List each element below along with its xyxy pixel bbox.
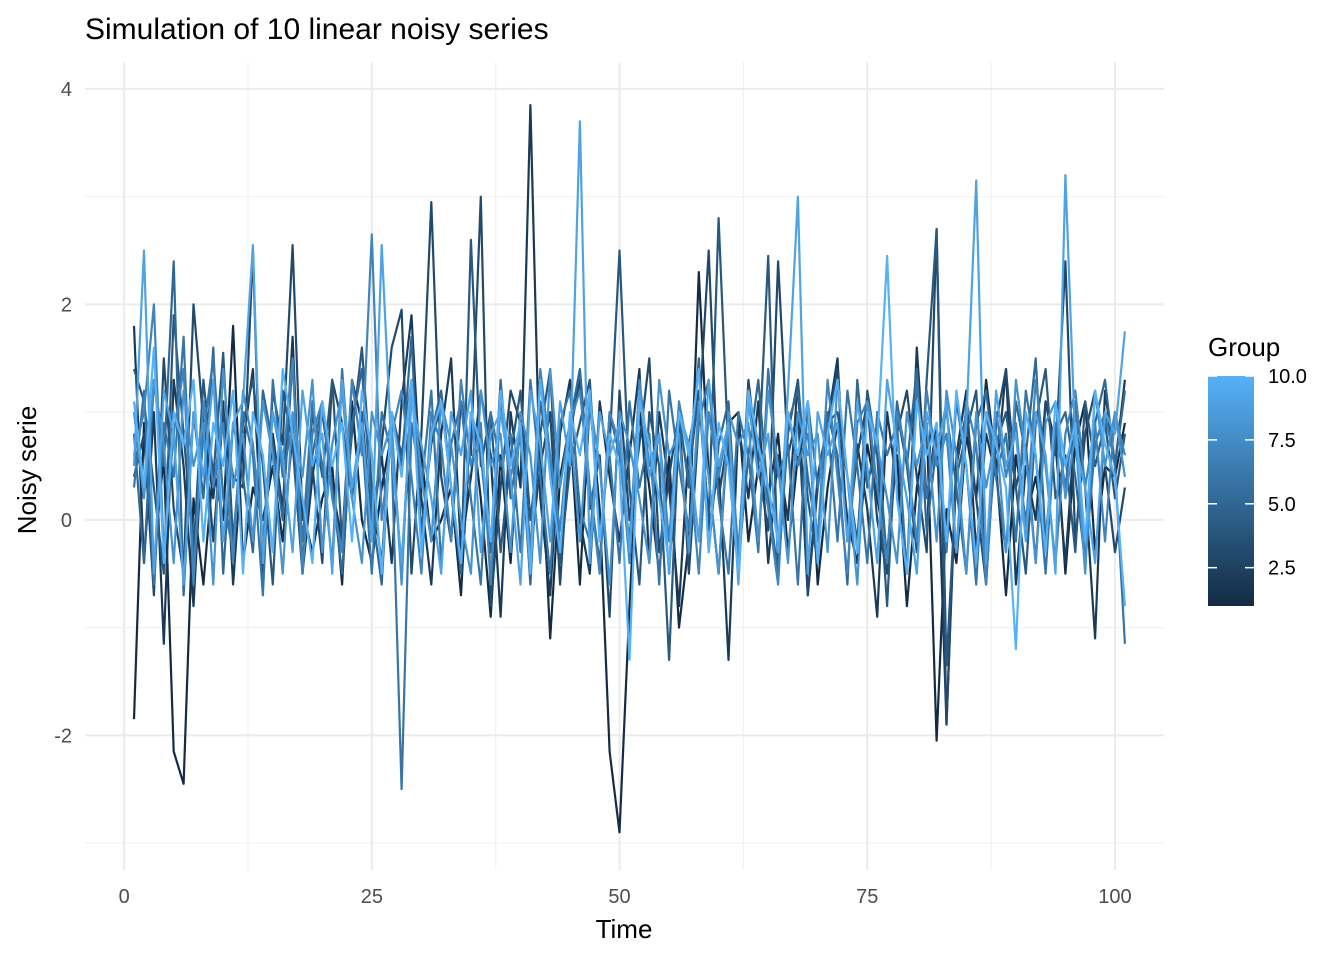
series-line-group-9	[132, 120, 1126, 586]
x-tick-label: 25	[361, 886, 383, 908]
y-tick-label: 2	[61, 294, 72, 316]
x-tick-label: 50	[608, 886, 630, 908]
y-tick-label: -2	[54, 725, 72, 747]
colorbar-label: 2.5	[1268, 558, 1296, 580]
series-line-group-4	[132, 217, 1126, 667]
colorbar	[1208, 376, 1254, 606]
colorbar-label: 7.5	[1268, 430, 1296, 452]
colorbar-label: 10.0	[1268, 366, 1307, 388]
x-tick-label: 100	[1098, 886, 1131, 908]
x-axis-title: Time	[596, 914, 653, 944]
y-axis-title: Noisy serie	[12, 406, 42, 535]
x-tick-label: 0	[119, 886, 130, 908]
x-tick-label: 75	[856, 886, 878, 908]
y-tick-label: 4	[61, 79, 72, 101]
series-layer	[132, 103, 1126, 834]
legend-colorbar: Group 2.5 5.0 7.5 10.0	[1208, 332, 1307, 606]
chart-title: Simulation of 10 linear noisy series	[85, 13, 549, 46]
y-tick-label: 0	[61, 510, 72, 532]
y-axis-ticks: -2 0 2 4	[54, 79, 72, 747]
x-axis-ticks: 0 25 50 75 100	[119, 886, 1132, 908]
colorbar-label: 5.0	[1268, 494, 1296, 516]
series-line-group-10	[132, 254, 1126, 662]
legend-title: Group	[1208, 332, 1280, 362]
colorbar-ticks: 2.5 5.0 7.5 10.0	[1208, 366, 1307, 580]
